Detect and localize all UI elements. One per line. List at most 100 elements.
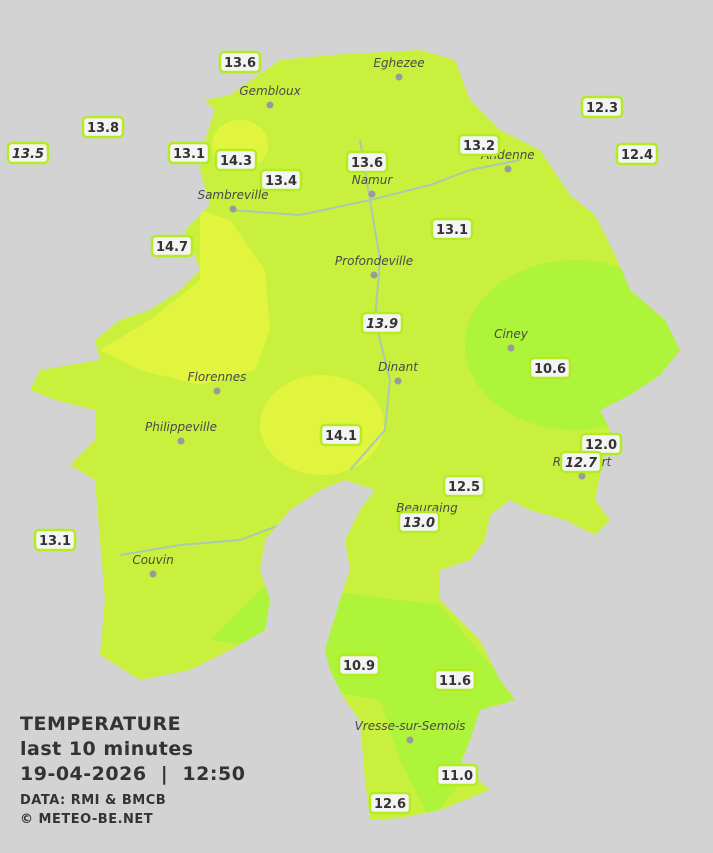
station-value: 12.3 xyxy=(586,101,618,116)
station-value: 12.5 xyxy=(448,480,480,495)
station-value: 13.6 xyxy=(224,56,256,71)
city-name: Florennes xyxy=(188,370,247,384)
station-value: 11.6 xyxy=(439,674,471,689)
station-box xyxy=(397,510,441,534)
station-label: 12.7 xyxy=(559,450,603,474)
city-dot xyxy=(395,73,403,81)
station-box xyxy=(368,791,412,815)
legend-title: TEMPERATURE xyxy=(20,713,181,735)
station-value: 12.6 xyxy=(374,797,406,812)
station-value: 14.3 xyxy=(220,154,252,169)
city-name: Sambreville xyxy=(197,188,268,202)
station-box xyxy=(345,150,389,174)
city-name: Namur xyxy=(352,173,394,187)
station-box xyxy=(319,423,363,447)
station-value: 13.4 xyxy=(265,174,297,189)
city-dot xyxy=(578,472,586,480)
station-value: 13.5 xyxy=(12,147,44,162)
station-box xyxy=(615,142,659,166)
cool-zone xyxy=(465,260,680,430)
stations: 13.6 13.8 13.5 13.1 14.3 13.4 13.6 13.2 12.3 12.4… xyxy=(6,50,659,815)
station-value: 14.1 xyxy=(325,429,357,444)
city-name: Profondeville xyxy=(335,254,413,268)
warm-zone xyxy=(100,210,270,385)
station-label: 13.1 xyxy=(430,217,474,241)
city-name: Dinant xyxy=(378,360,419,374)
station-label: 13.1 xyxy=(33,528,77,552)
station-box xyxy=(259,168,303,192)
station-label: 12.3 xyxy=(580,95,624,119)
station-box xyxy=(528,356,572,380)
legend-period: last 10 minutes xyxy=(20,738,194,760)
city-name: Gembloux xyxy=(239,84,301,98)
station-box xyxy=(360,311,404,335)
city-dot xyxy=(394,377,402,385)
station-label: 13.1 xyxy=(167,141,211,165)
city-dot xyxy=(229,205,237,213)
legend: TEMPERATURE last 10 minutes 19-04-2026 |… xyxy=(20,713,245,827)
station-label: 11.0 xyxy=(435,763,479,787)
city-name: Philippeville xyxy=(145,420,217,434)
station-value: 14.7 xyxy=(156,240,188,255)
station-value: 13.6 xyxy=(351,156,383,171)
station-label: 10.6 xyxy=(528,356,572,380)
station-box xyxy=(81,115,125,139)
city-dot xyxy=(213,387,221,395)
station-value: 13.1 xyxy=(436,223,468,238)
station-label: 13.6 xyxy=(218,50,262,74)
station-value: 12.7 xyxy=(565,456,598,471)
station-box xyxy=(435,763,479,787)
city-dot xyxy=(507,344,515,352)
station-value: 13.1 xyxy=(39,534,71,549)
station-label: 13.5 xyxy=(6,141,50,165)
station-value: 11.0 xyxy=(441,769,473,784)
station-value: 12.4 xyxy=(621,148,653,163)
city-dot xyxy=(177,437,185,445)
city-dot xyxy=(504,165,512,173)
station-label: 13.6 xyxy=(345,150,389,174)
station-box xyxy=(218,50,262,74)
city-dot xyxy=(149,570,157,578)
station-value: 13.1 xyxy=(173,147,205,162)
station-box xyxy=(167,141,211,165)
legend-timestamp: 19-04-2026 | 12:50 xyxy=(20,763,245,785)
station-box xyxy=(430,217,474,241)
station-label: 12.6 xyxy=(368,791,412,815)
legend-source: DATA: RMI & BMCB xyxy=(20,793,166,808)
station-value: 13.8 xyxy=(87,121,119,136)
station-value: 13.2 xyxy=(463,139,495,154)
station-box xyxy=(559,450,603,474)
station-label: 14.3 xyxy=(214,148,258,172)
city-dot xyxy=(368,190,376,198)
station-label: 13.0 xyxy=(397,510,441,534)
station-box xyxy=(580,95,624,119)
station-label: 12.5 xyxy=(442,474,486,498)
station-label: 13.4 xyxy=(259,168,303,192)
city-name: Eghezee xyxy=(373,56,424,70)
station-box xyxy=(33,528,77,552)
station-box xyxy=(337,653,381,677)
station-box xyxy=(150,234,194,258)
city-dot xyxy=(370,271,378,279)
station-value: 13.0 xyxy=(403,516,435,531)
station-label: 13.9 xyxy=(360,311,404,335)
station-label: 14.7 xyxy=(150,234,194,258)
station-label: 12.4 xyxy=(615,142,659,166)
cool-zone xyxy=(210,580,275,650)
station-box xyxy=(6,141,50,165)
station-box xyxy=(433,668,477,692)
station-value: 10.9 xyxy=(343,659,375,674)
station-label: 13.2 xyxy=(457,133,501,157)
station-value: 10.6 xyxy=(534,362,566,377)
station-box xyxy=(442,474,486,498)
station-box xyxy=(457,133,501,157)
station-box xyxy=(214,148,258,172)
city-name: Couvin xyxy=(132,553,173,567)
legend-credit: © METEO-BE.NET xyxy=(20,812,153,827)
city-name: Vresse-sur-Semois xyxy=(355,719,466,733)
city-dot xyxy=(266,101,274,109)
station-label: 11.6 xyxy=(433,668,477,692)
station-label: 10.9 xyxy=(337,653,381,677)
